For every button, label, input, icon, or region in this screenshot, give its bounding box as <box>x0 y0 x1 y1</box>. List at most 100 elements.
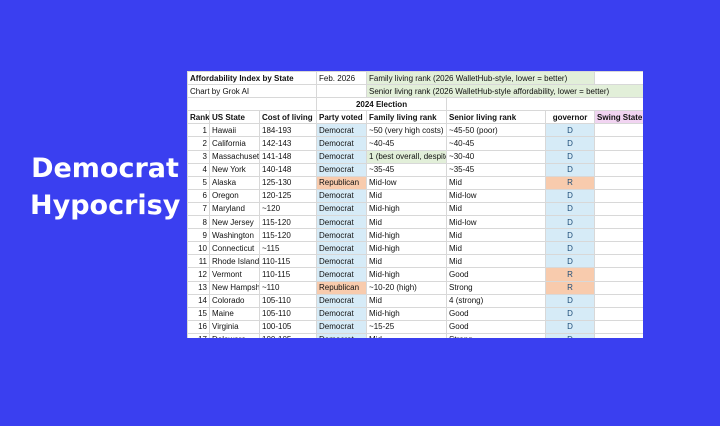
senior-rank-cell: ~35-45 <box>446 162 547 177</box>
table-row: 12 Vermont 110-115 Democrat Mid-high Good R <box>187 267 643 282</box>
table-row: 7 Maryland ~120 Democrat Mid-high Mid D <box>187 201 643 217</box>
cost-cell: 110-115 <box>258 267 318 282</box>
blank-cell <box>594 71 643 86</box>
swing-cell <box>594 228 643 243</box>
party-cell: Democrat <box>316 136 368 151</box>
family-rank-cell: ~40-45 <box>366 136 448 151</box>
blank-cell <box>187 97 318 112</box>
family-rank-cell: Mid-high <box>366 201 448 217</box>
party-cell: Democrat <box>316 241 368 256</box>
state-cell: Rhode Island <box>209 254 260 269</box>
table-row: 10 Connecticut ~115 Democrat Mid-high Mid D <box>187 241 643 256</box>
senior-rank-cell: Mid-low <box>446 215 547 230</box>
table-row: 1 Hawaii 184-193 Democrat ~50 (very high cos… <box>187 123 643 138</box>
governor-cell: D <box>545 215 596 230</box>
party-cell: Democrat <box>316 188 368 203</box>
family-rank-cell: ~35-45 <box>366 162 448 177</box>
table-row: 2 California 142-143 Democrat ~40-45 ~40-45 D <box>187 136 643 151</box>
state-cell: Washington <box>209 228 260 243</box>
cost-cell: 142-143 <box>258 136 318 151</box>
rank-cell: 17 <box>187 332 210 338</box>
swing-cell <box>594 215 643 230</box>
cost-cell: 125-130 <box>258 175 318 190</box>
state-cell: New Hampshire <box>209 280 260 295</box>
senior-rank-cell: ~30-40 <box>446 149 547 164</box>
swing-cell <box>594 293 643 308</box>
table-row: 4 New York 140-148 Democrat ~35-45 ~35-45 D <box>187 162 643 177</box>
state-cell: California <box>209 136 260 151</box>
party-cell: Republican <box>316 280 368 295</box>
cost-cell: 184-193 <box>258 123 318 138</box>
swing-cell <box>594 280 643 295</box>
senior-rank-cell: Mid <box>446 201 547 217</box>
family-rank-cell: Mid-low <box>366 175 448 190</box>
swing-cell <box>594 306 643 321</box>
swing-cell <box>594 162 643 177</box>
governor-cell: R <box>545 175 596 190</box>
state-cell: Massachusetts <box>209 149 260 164</box>
swing-cell <box>594 123 643 138</box>
governor-cell: D <box>545 293 596 308</box>
header-row: Rank US State Cost of living Party voted… <box>187 110 643 125</box>
swing-cell <box>594 201 643 217</box>
blank-cell <box>446 97 643 112</box>
governor-cell: R <box>545 280 596 295</box>
title-row: Affordability Index by State Feb. 2026 F… <box>187 71 643 86</box>
swing-cell <box>594 188 643 203</box>
state-cell: Delaware <box>209 332 260 338</box>
family-rank-cell: Mid <box>366 215 448 230</box>
family-rank-cell: Mid-high <box>366 267 448 282</box>
governor-cell: D <box>545 188 596 203</box>
state-cell: Connecticut <box>209 241 260 256</box>
swing-cell <box>594 332 643 338</box>
election-label: 2024 Election <box>316 97 448 112</box>
senior-rank-cell: Mid-low <box>446 188 547 203</box>
senior-note: Senior living rank (2026 WalletHub-style… <box>366 84 643 99</box>
family-rank-cell: ~10-20 (high) <box>366 280 448 295</box>
governor-cell: R <box>545 267 596 282</box>
table-row: 9 Washington 115-120 Democrat Mid-high Mid D <box>187 228 643 243</box>
party-cell: Democrat <box>316 123 368 138</box>
cost-cell: ~120 <box>258 201 318 217</box>
governor-cell: D <box>545 254 596 269</box>
party-cell: Democrat <box>316 149 368 164</box>
table-row: 17Delaware100-105DemocratMidStrongD <box>187 332 643 338</box>
governor-cell: D <box>545 228 596 243</box>
cost-cell: 120-125 <box>258 188 318 203</box>
governor-cell: D <box>545 201 596 217</box>
headline-line-2: Hypocrisy <box>30 190 181 221</box>
rank-cell: 5 <box>187 175 210 190</box>
party-cell: Democrat <box>316 267 368 282</box>
rank-cell: 16 <box>187 319 210 334</box>
governor-cell: D <box>545 149 596 164</box>
governor-cell: D <box>545 241 596 256</box>
header-rank: Rank <box>187 110 210 125</box>
senior-rank-cell: Good <box>446 319 547 334</box>
party-cell: Democrat <box>316 254 368 269</box>
family-note: Family living rank (2026 WalletHub-style… <box>366 71 596 86</box>
party-cell: Democrat <box>316 215 368 230</box>
senior-rank-cell: Strong <box>446 280 547 295</box>
rank-cell: 14 <box>187 293 210 308</box>
family-rank-cell: Mid-high <box>366 306 448 321</box>
governor-cell: D <box>545 162 596 177</box>
state-cell: Vermont <box>209 267 260 282</box>
cost-cell: ~110 <box>258 280 318 295</box>
party-cell: Democrat <box>316 293 368 308</box>
cost-cell: 115-120 <box>258 228 318 243</box>
cost-cell: 100-105 <box>258 319 318 334</box>
state-cell: New Jersey <box>209 215 260 230</box>
senior-rank-cell: Good <box>446 306 547 321</box>
rank-cell: 13 <box>187 280 210 295</box>
party-cell: Democrat <box>316 319 368 334</box>
family-rank-cell: Mid <box>366 254 448 269</box>
state-cell: Maryland <box>209 201 260 217</box>
rank-cell: 8 <box>187 215 210 230</box>
table-row: 11 Rhode Island 110-115 Democrat Mid Mid D <box>187 254 643 269</box>
table-row: 8 New Jersey 115-120 Democrat Mid Mid-low D <box>187 215 643 230</box>
senior-rank-cell: 4 (strong) <box>446 293 547 308</box>
header-family: Family living rank <box>366 110 448 125</box>
state-cell: Alaska <box>209 175 260 190</box>
senior-rank-cell: ~40-45 <box>446 136 547 151</box>
sheet-title: Affordability Index by State <box>187 71 318 86</box>
